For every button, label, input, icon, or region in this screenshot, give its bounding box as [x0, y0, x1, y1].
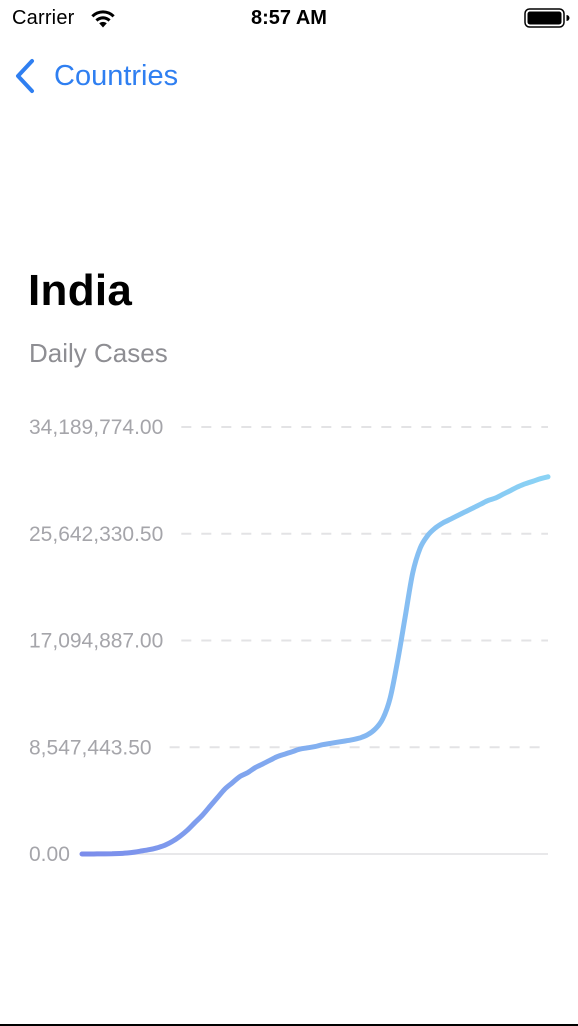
carrier-label: Carrier [12, 7, 75, 29]
cases-line-chart: 0.00 8,547,443.50 17,094,887.00 25,642,330.… [29, 416, 551, 866]
page-title: India [28, 266, 133, 315]
page-subtitle: Daily Cases [29, 338, 168, 368]
bottom-edge [0, 1024, 578, 1026]
status-bar: Carrier 8:57 AM [0, 0, 578, 40]
y-tick-label: 17,094,887.00 [29, 630, 163, 653]
y-tick-label: 34,189,774.00 [29, 416, 163, 439]
series-line [79, 474, 551, 857]
back-button[interactable]: Countries [12, 56, 178, 96]
back-button-label: Countries [54, 59, 179, 92]
y-tick-label: 0.00 [29, 843, 70, 866]
y-tick-label: 8,547,443.50 [29, 736, 152, 759]
battery-icon [524, 8, 570, 28]
chevron-left-icon [16, 59, 34, 93]
wifi-icon [91, 10, 115, 28]
status-time: 8:57 AM [251, 7, 327, 29]
y-tick-label: 25,642,330.50 [29, 523, 163, 546]
